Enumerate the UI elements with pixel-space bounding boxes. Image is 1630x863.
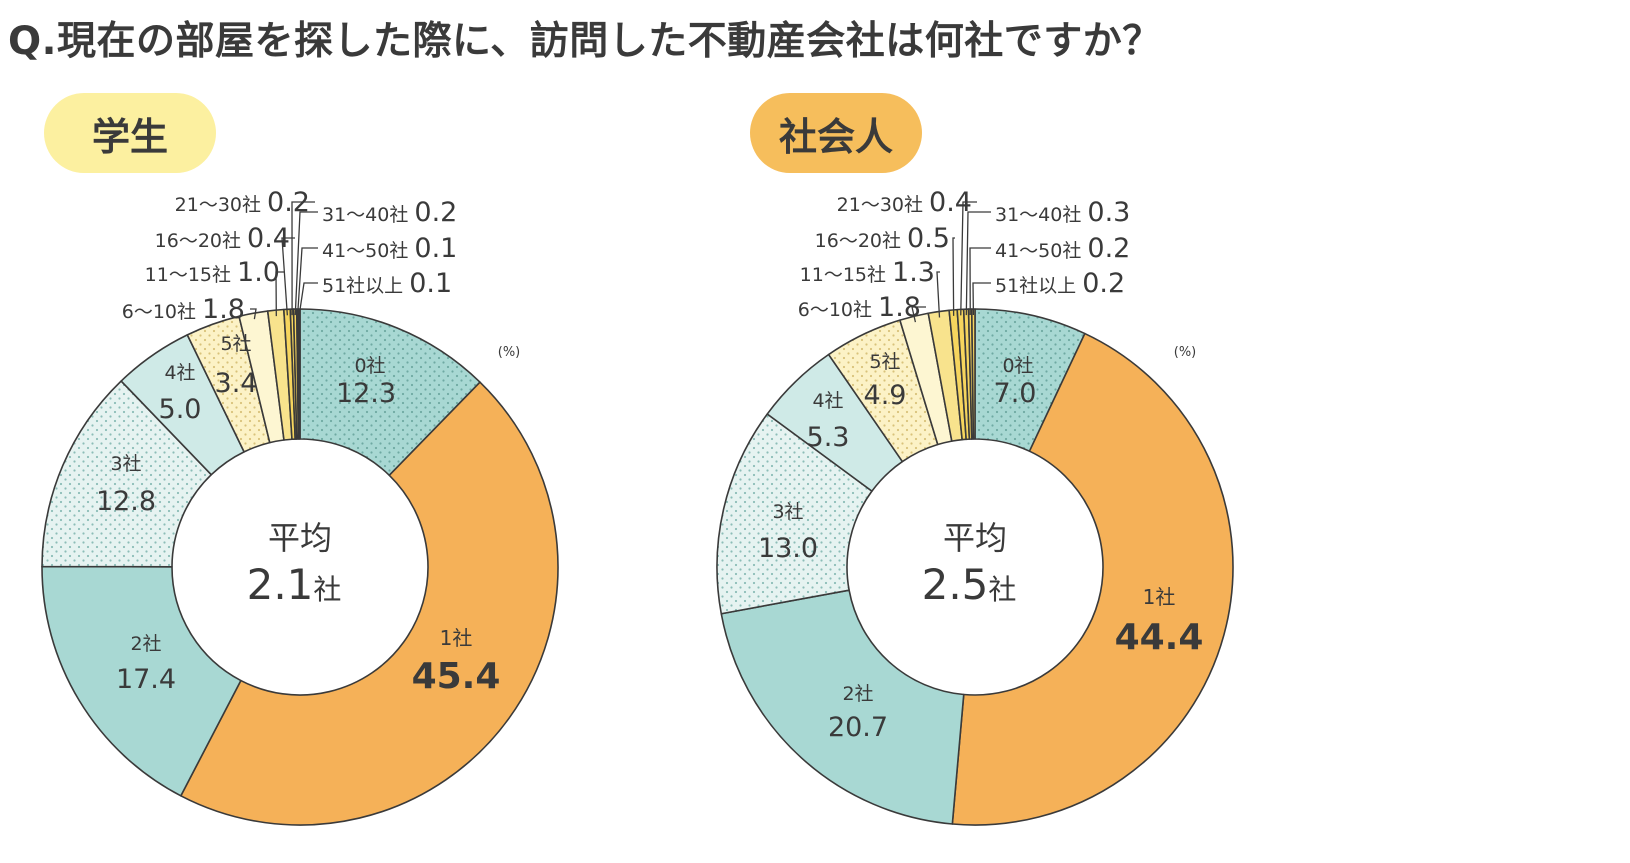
value-label-2: 20.7: [828, 712, 888, 743]
slice-1: [180, 381, 559, 826]
unit-label: (%): [1174, 345, 1197, 360]
center-value: 2.1社: [247, 560, 342, 609]
small-label-7: 11〜15社 1.0: [145, 257, 280, 288]
value-label-4: 5.0: [159, 394, 202, 425]
cat-label-1: 1社: [440, 626, 473, 650]
small-value-8: 0.4: [247, 223, 290, 254]
center-label: 平均: [943, 519, 1007, 557]
small-value-10: 0.2: [414, 197, 457, 228]
unit-label: (%): [498, 345, 521, 360]
donut-chart-1: 平均2.5社 0社7.0 1社 44.4 2社 20.7 3社 13.0 4社 5.3 5社 4.9 6…: [716, 187, 1234, 826]
small-label-12: 51社以上 0.2: [995, 268, 1125, 299]
leader-line-10: [294, 211, 318, 316]
leader-line-7: [275, 271, 285, 317]
small-label-8: 16〜20社 0.5: [815, 223, 950, 254]
leader-line-8: [952, 237, 955, 316]
cat-label-3: 3社: [110, 453, 141, 475]
small-value-9: 0.2: [267, 187, 310, 218]
small-value-11: 0.1: [414, 233, 457, 264]
value-label-1: 45.4: [412, 656, 501, 697]
leader-line-6: [911, 306, 926, 323]
slice-1: [951, 332, 1234, 826]
small-value-7: 1.0: [237, 257, 280, 288]
cat-label-5: 5社: [869, 351, 900, 373]
cat-label-1: 1社: [1143, 585, 1176, 609]
leader-line-7: [936, 271, 941, 318]
question-title: Q.現在の部屋を探した際に、訪問した不動産会社は何社ですか？: [8, 19, 1162, 64]
center-unit: 社: [988, 573, 1016, 606]
cat-label-2: 2社: [130, 633, 161, 655]
cat-label-3: 3社: [772, 501, 803, 523]
small-label-12: 51社以上 0.1: [322, 268, 452, 299]
small-value-9: 0.4: [929, 187, 972, 218]
small-value-12: 0.2: [1082, 268, 1125, 299]
leader-line-12: [972, 282, 991, 316]
leader-line-12: [298, 282, 318, 316]
small-label-7: 11〜15社 1.3: [800, 257, 935, 288]
small-label-9: 21〜30社 0.2: [175, 187, 310, 218]
slice-12: [297, 308, 301, 440]
cat-label-5: 5社: [220, 333, 251, 355]
small-value-10: 0.3: [1087, 197, 1130, 228]
value-label-1: 44.4: [1115, 617, 1204, 658]
slice-3: [41, 380, 213, 568]
value-label-0: 12.3: [336, 378, 396, 409]
leader-line-9: [291, 201, 315, 316]
cat-label-0: 0社: [354, 355, 385, 377]
small-value-11: 0.2: [1087, 233, 1130, 264]
value-label-3: 12.8: [96, 486, 156, 517]
small-value-12: 0.1: [409, 268, 452, 299]
small-label-6: 6〜10社 1.8: [798, 292, 921, 323]
value-label-3: 13.0: [758, 533, 818, 564]
cat-label-0: 0社: [1002, 355, 1033, 377]
cat-label-4: 4社: [164, 362, 195, 384]
value-label-2: 17.4: [116, 664, 176, 695]
small-label-11: 41〜50社 0.1: [322, 233, 457, 264]
small-label-9: 21〜30社 0.4: [837, 187, 972, 218]
value-label-4: 5.3: [807, 422, 850, 453]
value-label-5: 4.9: [864, 380, 907, 411]
leader-line-6: [250, 308, 257, 320]
leader-line-11: [296, 247, 318, 316]
small-value-6: 1.8: [202, 294, 245, 325]
leader-line-9: [960, 201, 977, 316]
small-value-7: 1.3: [892, 257, 935, 288]
center-label: 平均: [268, 519, 332, 557]
slice-2: [41, 565, 242, 797]
leader-line-8: [281, 237, 295, 316]
center-value: 2.5社: [922, 560, 1017, 609]
leader-line-11: [969, 247, 991, 316]
small-label-6: 6〜10社 1.8: [122, 294, 245, 325]
value-label-0: 7.0: [994, 378, 1037, 409]
leader-line-10: [965, 211, 991, 316]
small-label-10: 31〜40社 0.3: [995, 197, 1130, 228]
cat-label-4: 4社: [812, 390, 843, 412]
cat-label-2: 2社: [842, 683, 873, 705]
small-label-8: 16〜20社 0.4: [155, 223, 290, 254]
badge-student: 学生: [44, 93, 216, 173]
center-unit: 社: [313, 573, 341, 606]
small-value-8: 0.5: [907, 223, 950, 254]
slice-2: [720, 589, 965, 825]
value-label-5: 3.4: [215, 368, 258, 399]
small-value-6: 1.8: [878, 292, 921, 323]
badge-worker: 社会人: [750, 93, 922, 173]
small-label-11: 41〜50社 0.2: [995, 233, 1130, 264]
small-label-10: 31〜40社 0.2: [322, 197, 457, 228]
